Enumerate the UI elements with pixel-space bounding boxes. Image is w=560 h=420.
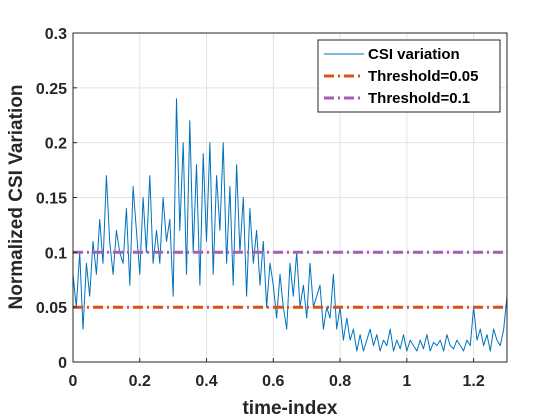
x-tick-label: 0.4 — [195, 373, 217, 390]
x-axis-label: time-index — [242, 398, 337, 419]
x-tick-label: 0.6 — [262, 373, 284, 390]
tick-labels: 0 0.2 0.4 0.6 0.8 1 1.2 0 0.05 0.1 0.15 0.2 0.25 0.3 — [36, 26, 485, 390]
x-tick-label: 0.8 — [329, 373, 351, 390]
y-tick-label: 0.2 — [45, 136, 67, 153]
x-tick-label: 1 — [402, 373, 411, 390]
legend-label-csi-variation: CSI variation — [368, 46, 460, 63]
y-tick-label: 0.15 — [36, 191, 67, 208]
y-tick-label: 0.1 — [45, 245, 67, 262]
series-line-csi-variation — [72, 98, 508, 352]
legend-label-threshold-01: Threshold=0.1 — [368, 90, 470, 107]
x-tick-label: 1.2 — [462, 373, 484, 390]
y-tick-label: 0.3 — [45, 26, 67, 43]
x-tick-label: 0.2 — [129, 373, 151, 390]
y-tick-label: 0 — [58, 355, 67, 372]
series-layer — [72, 98, 508, 352]
ticks — [72, 32, 475, 363]
y-axis-label: Normalized CSI Variation — [6, 85, 27, 310]
y-tick-label: 0.25 — [36, 81, 67, 98]
y-tick-label: 0.05 — [36, 300, 67, 317]
legend: CSI variation Threshold=0.05 Threshold=0… — [317, 39, 501, 113]
x-tick-label: 0 — [69, 373, 78, 390]
legend-label-threshold-005: Threshold=0.05 — [368, 68, 478, 85]
